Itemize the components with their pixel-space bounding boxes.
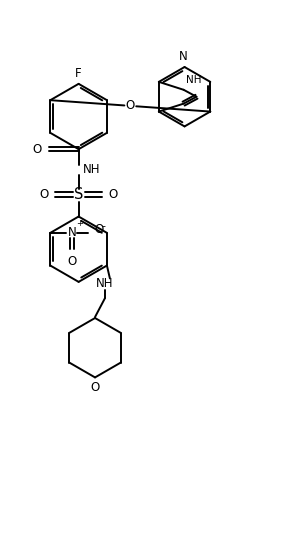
Text: O: O — [67, 254, 77, 267]
Text: O: O — [91, 381, 100, 394]
Text: -: - — [102, 221, 106, 231]
Text: O: O — [40, 188, 49, 201]
Text: NH: NH — [83, 164, 100, 176]
Text: N: N — [68, 226, 76, 239]
Text: O: O — [94, 223, 103, 236]
Text: NH: NH — [186, 75, 201, 85]
Text: S: S — [74, 187, 83, 202]
Text: F: F — [75, 67, 82, 80]
Text: O: O — [126, 100, 135, 112]
Text: N: N — [179, 50, 188, 63]
Text: O: O — [33, 143, 42, 155]
Text: +: + — [76, 219, 83, 228]
Text: O: O — [108, 188, 118, 201]
Text: NH: NH — [96, 277, 114, 290]
